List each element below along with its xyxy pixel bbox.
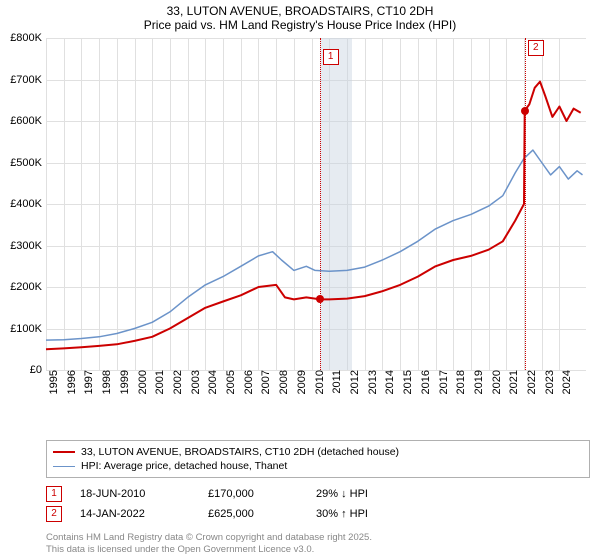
legend-label: HPI: Average price, detached house, Than…: [81, 460, 287, 472]
title-subtitle: Price paid vs. HM Land Registry's House …: [0, 18, 600, 32]
x-tick-label: 1996: [64, 370, 78, 394]
x-tick-label: 2004: [205, 370, 219, 394]
titles: 33, LUTON AVENUE, BROADSTAIRS, CT10 2DH …: [0, 0, 600, 32]
x-tick-label: 2002: [170, 370, 184, 394]
legend-item: HPI: Average price, detached house, Than…: [53, 459, 583, 473]
x-tick-label: 1998: [99, 370, 113, 394]
x-tick-label: 2013: [365, 370, 379, 394]
sale-row-date: 14-JAN-2022: [80, 508, 190, 520]
x-tick-label: 2009: [294, 370, 308, 394]
y-tick-label: £700K: [10, 74, 46, 86]
x-tick-label: 1999: [117, 370, 131, 394]
x-tick-label: 2005: [223, 370, 237, 394]
title-address: 33, LUTON AVENUE, BROADSTAIRS, CT10 2DH: [0, 4, 600, 18]
series-line: [46, 150, 583, 340]
x-tick-label: 1997: [81, 370, 95, 394]
x-tick-label: 2008: [276, 370, 290, 394]
footer-line2: This data is licensed under the Open Gov…: [46, 544, 590, 556]
legend-swatch: [53, 451, 75, 453]
chart-area: £0£100K£200K£300K£400K£500K£600K£700K£80…: [0, 38, 600, 408]
sale-row-date: 18-JUN-2010: [80, 488, 190, 500]
x-tick-label: 2014: [382, 370, 396, 394]
x-tick-label: 1995: [46, 370, 60, 394]
footer: Contains HM Land Registry data © Crown c…: [46, 532, 590, 556]
y-tick-label: £300K: [10, 240, 46, 252]
sales-table: 1 18-JUN-2010 £170,000 29% ↓ HPI 2 14-JAN-202…: [46, 484, 590, 524]
sale-row: 1 18-JUN-2010 £170,000 29% ↓ HPI: [46, 484, 590, 504]
x-tick-label: 2003: [188, 370, 202, 394]
sale-row-marker: 1: [46, 486, 62, 502]
legend-swatch: [53, 466, 75, 467]
x-tick-label: 2015: [400, 370, 414, 394]
sale-row: 2 14-JAN-2022 £625,000 30% ↑ HPI: [46, 504, 590, 524]
x-tick-label: 2016: [418, 370, 432, 394]
y-tick-label: £100K: [10, 323, 46, 335]
series-svg: [46, 38, 586, 370]
y-tick-label: £600K: [10, 115, 46, 127]
x-tick-label: 2000: [135, 370, 149, 394]
x-tick-label: 2006: [241, 370, 255, 394]
y-tick-label: £400K: [10, 198, 46, 210]
sale-row-price: £170,000: [208, 488, 298, 500]
x-tick-label: 2017: [436, 370, 450, 394]
x-tick-label: 2007: [258, 370, 272, 394]
y-tick-label: £200K: [10, 281, 46, 293]
y-tick-label: £800K: [10, 32, 46, 44]
x-tick-label: 2010: [312, 370, 326, 394]
x-tick-label: 2012: [347, 370, 361, 394]
sale-row-delta: 29% ↓ HPI: [316, 488, 426, 500]
sale-row-price: £625,000: [208, 508, 298, 520]
x-tick-label: 2023: [542, 370, 556, 394]
legend-and-sales: 33, LUTON AVENUE, BROADSTAIRS, CT10 2DH …: [46, 440, 590, 524]
x-tick-label: 2019: [471, 370, 485, 394]
y-tick-label: £500K: [10, 157, 46, 169]
x-tick-label: 2021: [506, 370, 520, 394]
x-tick-label: 2024: [559, 370, 573, 394]
chart-container: 33, LUTON AVENUE, BROADSTAIRS, CT10 2DH …: [0, 0, 600, 560]
legend-label: 33, LUTON AVENUE, BROADSTAIRS, CT10 2DH …: [81, 446, 399, 458]
x-tick-label: 2022: [524, 370, 538, 394]
x-tick-label: 2001: [152, 370, 166, 394]
series-line: [46, 82, 581, 350]
x-tick-label: 2018: [453, 370, 467, 394]
sale-row-delta: 30% ↑ HPI: [316, 508, 426, 520]
sale-row-marker: 2: [46, 506, 62, 522]
legend-box: 33, LUTON AVENUE, BROADSTAIRS, CT10 2DH …: [46, 440, 590, 478]
y-tick-label: £0: [30, 364, 46, 376]
footer-line1: Contains HM Land Registry data © Crown c…: [46, 532, 590, 544]
plot-area: £0£100K£200K£300K£400K£500K£600K£700K£80…: [46, 38, 586, 370]
x-tick-label: 2020: [489, 370, 503, 394]
x-tick-label: 2011: [329, 370, 343, 394]
legend-item: 33, LUTON AVENUE, BROADSTAIRS, CT10 2DH …: [53, 445, 583, 459]
